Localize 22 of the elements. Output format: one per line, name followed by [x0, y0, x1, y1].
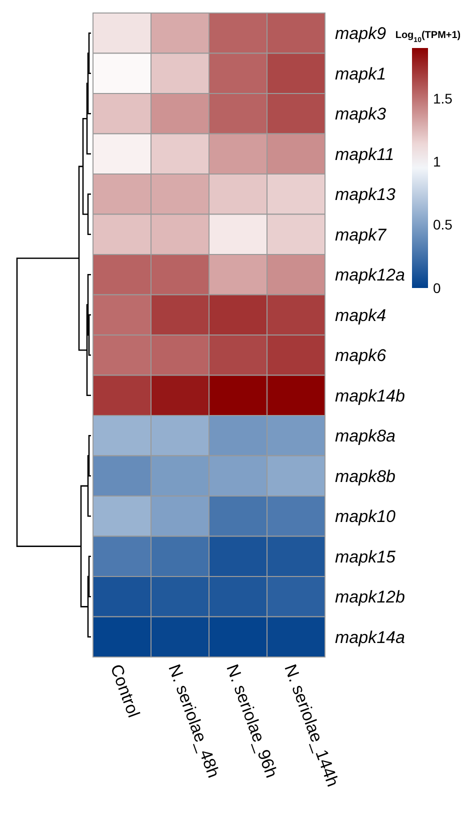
color-bar-label: 0.5 [433, 216, 453, 233]
color-bar-label: 1 [433, 154, 441, 170]
color-bar-title: Log$_{10}$(TPM+1) [395, 30, 461, 44]
y-tick-label: mapk7 [335, 225, 387, 244]
y-tick-label: mapk10 [335, 507, 396, 526]
y-tick-label: mapk8b [335, 466, 396, 486]
y-tick-label: mapk1 [335, 64, 386, 84]
y-tick-label: mapk9 [335, 24, 387, 44]
x-tick-label: Control [106, 662, 144, 720]
y-tick-label: mapk6 [335, 346, 387, 366]
color-bar-label: 0 [433, 280, 441, 296]
y-tick-label: mapk12b [335, 588, 405, 607]
y-tick-label: mapk14b [335, 386, 405, 406]
y-tick-label: mapk13 [335, 185, 396, 204]
y-tick-label: mapk12a [335, 266, 405, 285]
y-tick-label: mapk8a [335, 426, 396, 446]
color-bar-label: 1.5 [433, 90, 453, 106]
y-tick-label: mapk14a [335, 628, 405, 647]
y-tick-label: mapk15 [335, 547, 396, 566]
y-tick-label: mapk11 [335, 144, 394, 164]
y-tick-label: mapk3 [335, 104, 387, 124]
y-tick-label: mapk4 [335, 306, 386, 325]
